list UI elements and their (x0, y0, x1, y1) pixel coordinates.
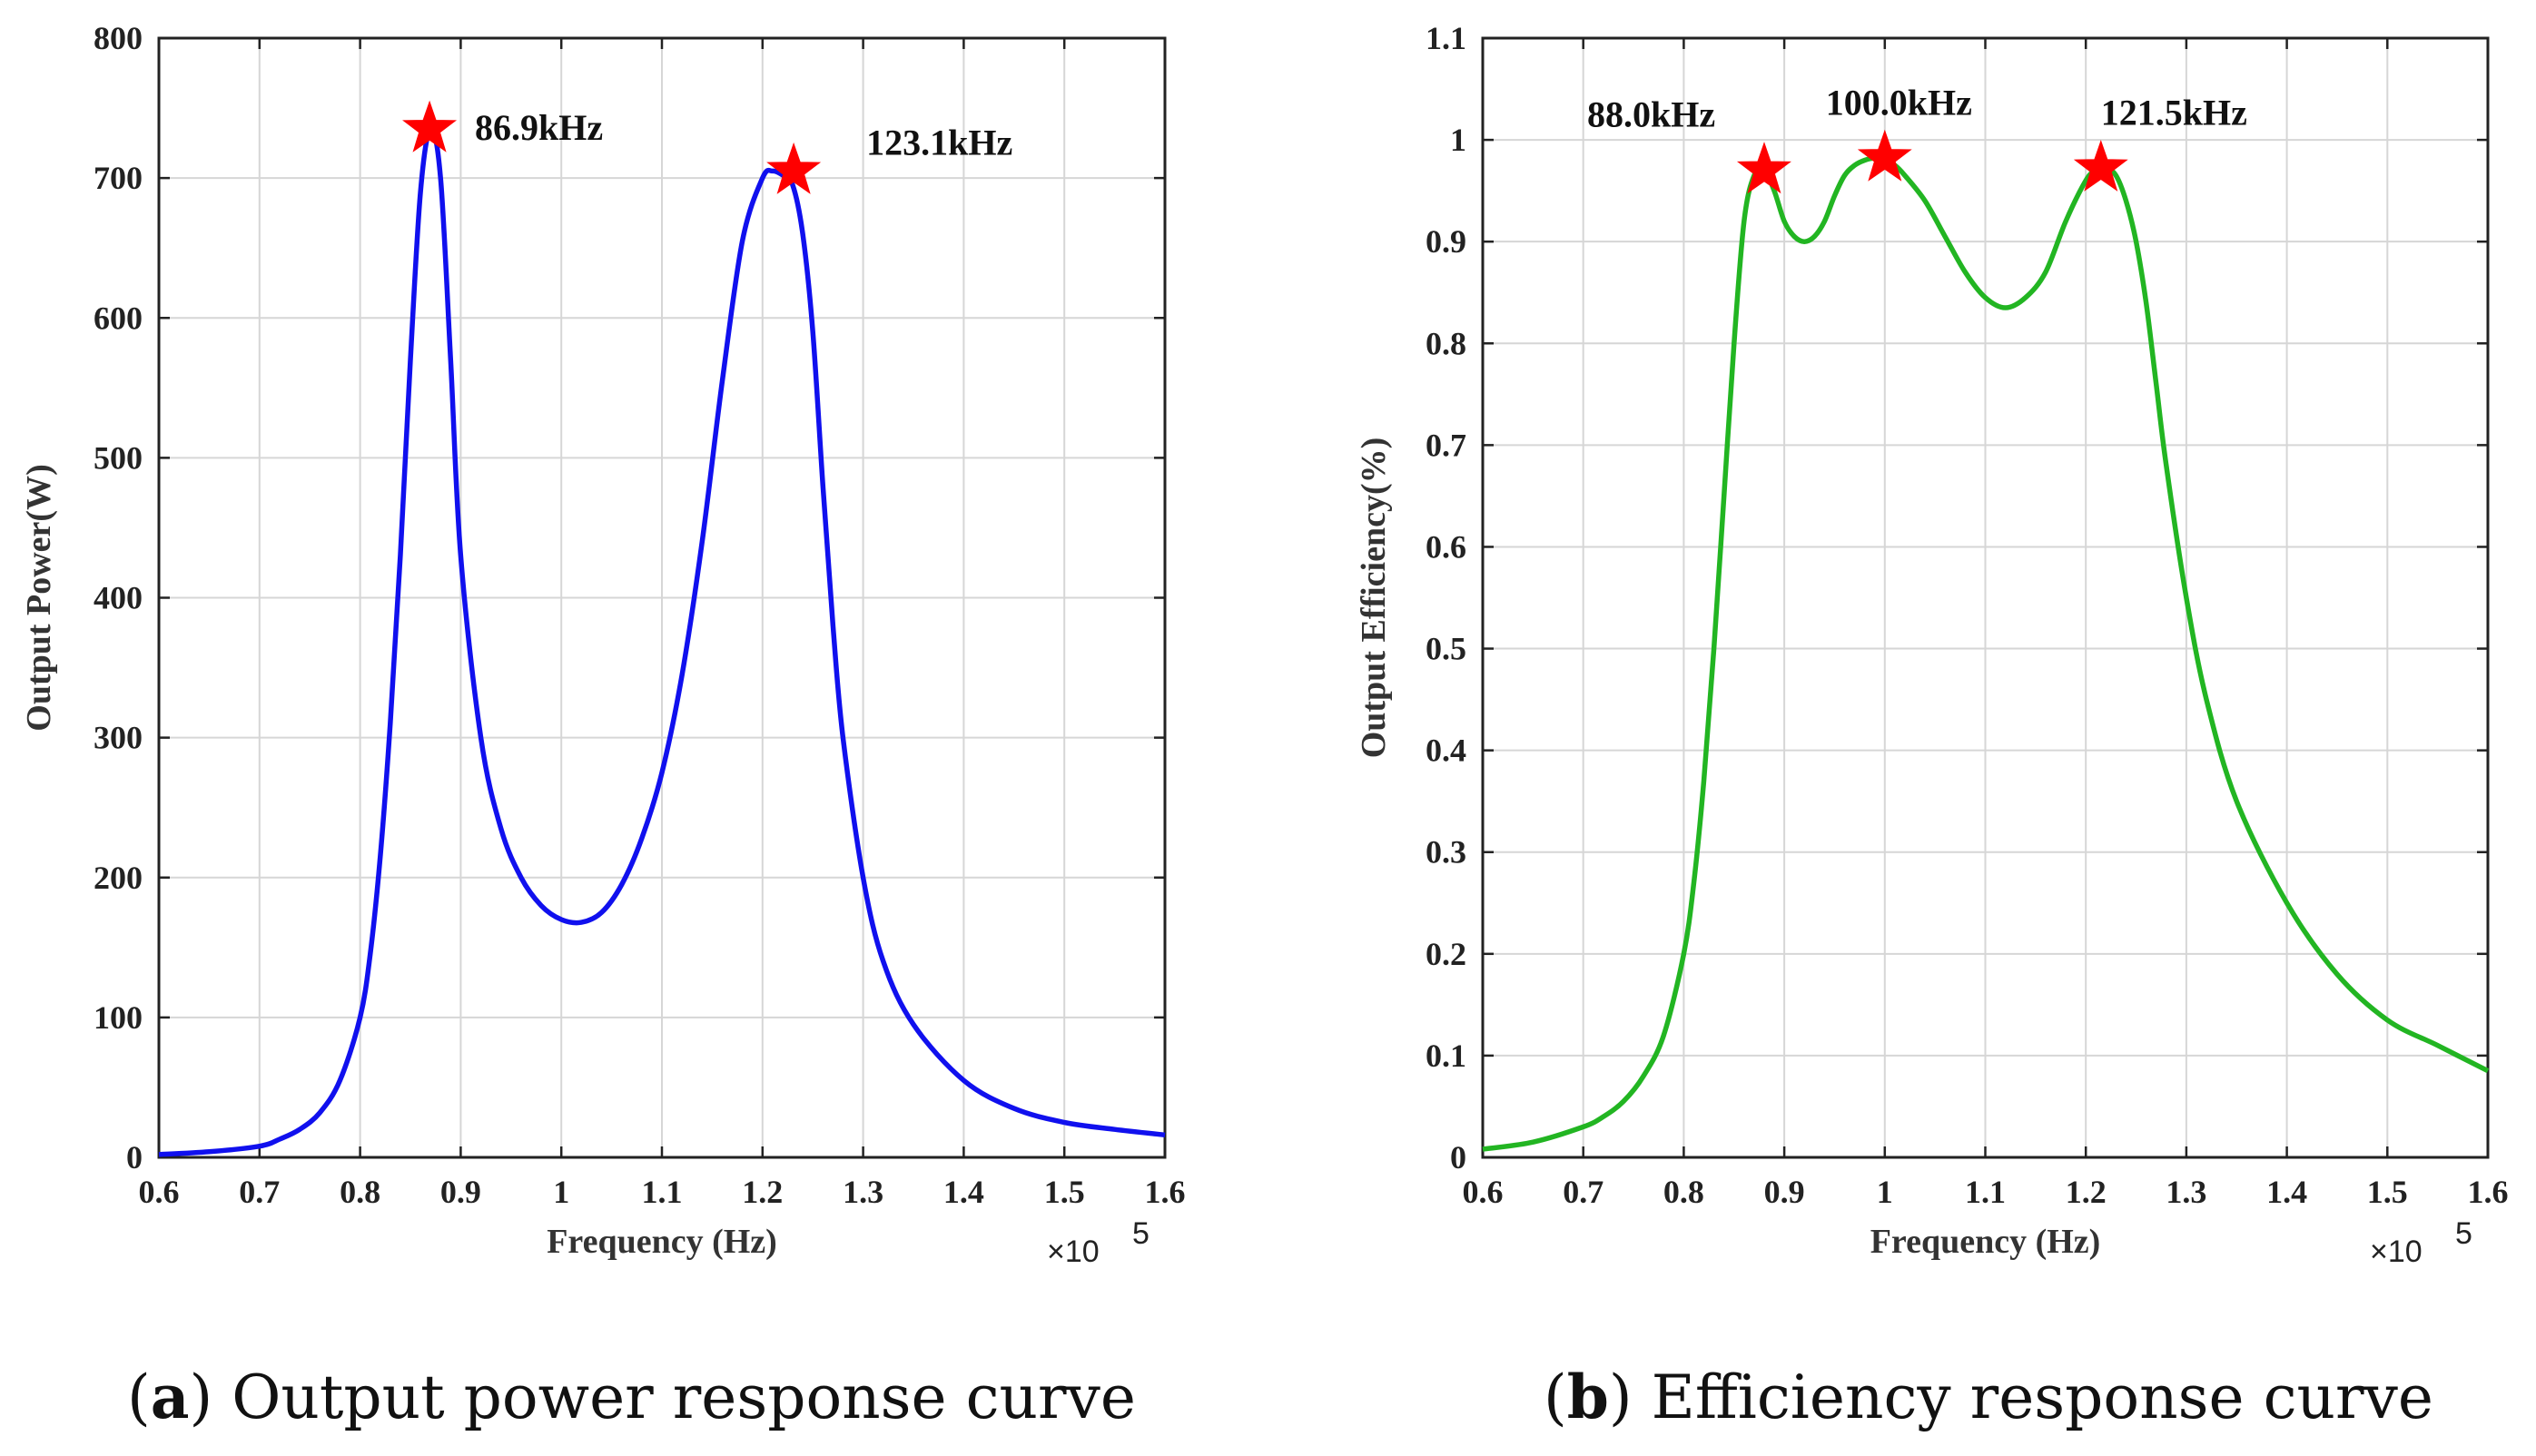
y-tick-label-a: 500 (94, 439, 143, 476)
y-tick-label-b: 0 (1450, 1139, 1466, 1176)
y-tick-label-a: 700 (94, 160, 143, 196)
x-exponent-a: 5 (1132, 1216, 1150, 1251)
x-multiplier-a: ×10 (1047, 1235, 1100, 1269)
y-tick-label-b: 0.5 (1426, 631, 1466, 667)
y-tick-label-a: 100 (94, 999, 143, 1036)
x-tick-label-a: 1.2 (742, 1174, 783, 1210)
y-tick-label-a: 800 (94, 20, 143, 56)
x-tick-label-a: 1.3 (843, 1174, 883, 1210)
x-tick-label-a: 0.8 (340, 1174, 380, 1210)
y-tick-label-a: 0 (126, 1139, 143, 1176)
x-tick-label-b: 0.9 (1764, 1174, 1805, 1210)
x-tick-label-a: 1 (553, 1174, 569, 1210)
y-tick-label-b: 0.4 (1426, 733, 1466, 769)
grid-b (1482, 37, 2489, 1158)
chart-panel-b: 0.6 0.7 0.8 0.9 1 1.1 1.2 1.3 1.4 1.5 1.6 0 0.1 0.2 0.… (1355, 20, 2509, 1269)
peak-label-b: 121.5kHz (2101, 92, 2247, 133)
x-tick-label-a: 0.7 (239, 1174, 280, 1210)
x-multiplier-b: ×10 (2370, 1235, 2423, 1269)
y-axis-label-a: Output Power(W) (20, 464, 58, 731)
peak-marker-b (1857, 129, 1912, 182)
peak-marker-b (2073, 139, 2128, 192)
y-tick-label-b: 0.6 (1426, 528, 1466, 565)
chart-panel-a: 0.6 0.7 0.8 0.9 1 1.1 1.2 1.3 1.4 1.5 1.6 0 100 200 30… (20, 20, 1186, 1269)
x-tick-label-b: 0.6 (1463, 1174, 1504, 1210)
y-tick-label-b: 0.3 (1426, 834, 1466, 871)
x-tick-label-a: 1.6 (1145, 1174, 1186, 1210)
caption-a-letter: a (150, 1362, 190, 1432)
x-tick-label-b: 0.7 (1563, 1174, 1604, 1210)
peak-label-b: 88.0kHz (1587, 94, 1715, 135)
peak-label-b: 100.0kHz (1826, 82, 1972, 123)
x-tick-label-b: 1.4 (2266, 1174, 2307, 1210)
y-tick-label-b: 0.1 (1426, 1038, 1466, 1074)
x-tick-label-a: 1.1 (642, 1174, 683, 1210)
y-tick-label-a: 300 (94, 720, 143, 756)
y-tick-label-a: 400 (94, 580, 143, 616)
peak-marker-b (1736, 142, 1791, 194)
series-line-a (158, 126, 1166, 1157)
x-tick-label-b: 1.5 (2367, 1174, 2408, 1210)
caption-b-text: Efficiency response curve (1651, 1363, 2433, 1432)
grid-a (158, 37, 1166, 1158)
y-tick-label-a: 200 (94, 860, 143, 896)
y-tick-label-b: 0.9 (1426, 223, 1466, 260)
x-exponent-b: 5 (2455, 1216, 2472, 1251)
peak-marker-a (766, 142, 822, 194)
x-tick-label-b: 1.1 (1965, 1174, 2006, 1210)
y-tick-label-b: 1.1 (1426, 20, 1466, 56)
peak-label-a: 86.9kHz (475, 107, 603, 148)
x-tick-label-b: 1 (1877, 1174, 1893, 1210)
y-axis-label-b: Output Efficiency(%) (1355, 438, 1393, 759)
x-tick-label-a: 1.5 (1044, 1174, 1085, 1210)
peak-label-a: 123.1kHz (866, 122, 1012, 162)
y-tick-label-a: 600 (94, 300, 143, 336)
x-axis-label-a: Frequency (Hz) (547, 1223, 777, 1261)
caption-b: (b) Efficiency response curve (1544, 1362, 2433, 1432)
x-tick-label-a: 1.4 (943, 1174, 984, 1210)
y-tick-label-b: 0.7 (1426, 427, 1466, 463)
x-tick-label-b: 0.8 (1663, 1174, 1704, 1210)
caption-a: (a) Output power response curve (127, 1362, 1136, 1432)
x-tick-label-b: 1.3 (2166, 1174, 2206, 1210)
caption-b-letter: b (1566, 1362, 1609, 1432)
x-axis-label-b: Frequency (Hz) (1870, 1223, 2101, 1261)
caption-a-text: Output power response curve (232, 1363, 1136, 1432)
x-tick-label-b: 1.2 (2066, 1174, 2107, 1210)
x-tick-label-a: 0.6 (139, 1174, 180, 1210)
y-tick-label-b: 1 (1450, 122, 1466, 158)
peak-marker-a (402, 100, 458, 152)
y-tick-label-b: 0.2 (1426, 936, 1466, 972)
x-tick-label-b: 1.6 (2468, 1174, 2509, 1210)
x-tick-label-a: 0.9 (440, 1174, 481, 1210)
y-tick-label-b: 0.8 (1426, 325, 1466, 361)
